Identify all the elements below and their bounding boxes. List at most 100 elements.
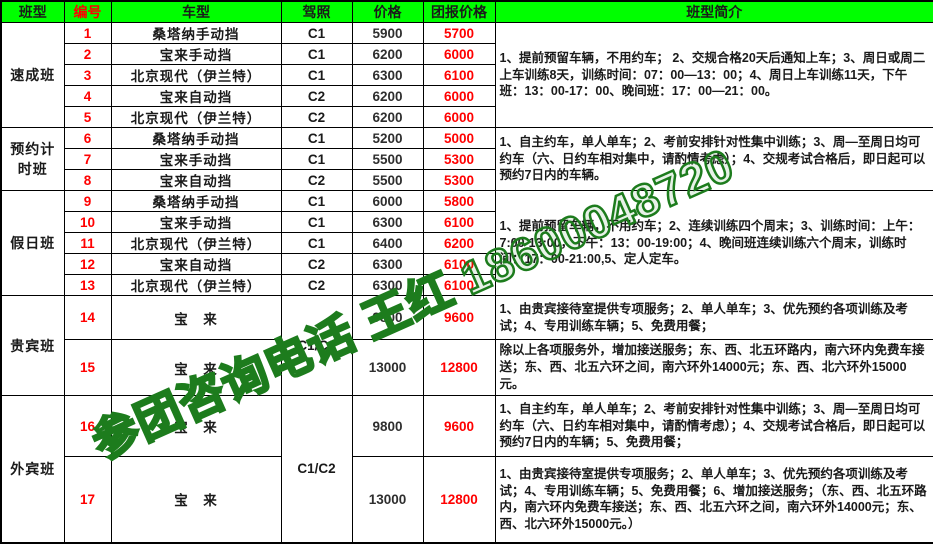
price-cell: 6300 [351,211,424,233]
section-label: 速成班 [0,22,65,128]
row-number-cell: 9 [63,190,112,212]
price-cell: 6200 [351,106,424,128]
price-cell: 6300 [351,274,424,296]
license-cell: C1/C2 [280,295,353,396]
row-number-cell: 11 [63,232,112,254]
row-number-cell: 3 [63,64,112,86]
table-row: 12 宝来自动挡 C2 6300 6100 [1,253,933,275]
price-cell: 13000 [351,456,424,543]
group-price-cell: 6000 [422,85,496,107]
header-group-price: 团报价格 [422,0,496,23]
license-cell: C2 [280,169,353,191]
table-row: 11 北京现代（伊兰特） C1 6400 6200 [1,232,933,254]
car-model-cell: 宝来手动挡 [110,148,282,170]
table-row: 7 宝来手动挡 C1 5500 5300 [1,148,933,170]
description-cell: 1、自主约车，单人单车；2、考前安排针对性集中训练；3、周—至周日均可约车（六、… [494,395,933,457]
car-model-cell: 桑塔纳手动挡 [110,22,282,44]
group-price-cell: 5000 [422,127,496,149]
header-license: 驾照 [280,0,353,23]
group-price-cell: 6200 [422,232,496,254]
row-number-cell: 17 [63,456,112,543]
license-cell: C1 [280,127,353,149]
table-row: 速成班 1 桑塔纳手动挡 C1 5900 5700 1、提前预留车辆，不用约车；… [0,22,933,128]
car-model-cell: 北京现代（伊兰特） [110,64,282,86]
table-row: 4 宝来自动挡 C2 6200 6000 [1,85,933,107]
price-cell: 6400 [351,232,424,254]
section-label: 预约计 时班 [0,127,65,191]
group-price-cell: 5800 [422,190,496,212]
row-number-cell: 15 [63,339,112,396]
price-cell: 5500 [351,169,424,191]
group-price-cell: 6100 [422,64,496,86]
license-cell: C1 [280,190,353,212]
license-cell: C2 [280,253,353,275]
license-cell: C1 [280,148,353,170]
description-cell: 1、提前预留车辆，不用约车；2、连续训练四个周末；3、训练时间：上午：7:00-… [494,190,933,296]
group-price-cell: 12800 [422,456,496,543]
row-number-cell: 6 [63,127,112,149]
car-model-cell: 宝 来 [110,339,282,396]
car-model-cell: 桑塔纳手动挡 [110,127,282,149]
section-label: 贵宾班 [0,295,65,396]
row-number-cell: 1 [63,22,112,44]
license-cell: C1/C2 [280,395,353,543]
row-number-cell: 10 [63,211,112,233]
row-number-cell: 2 [63,43,112,65]
header-number: 编号 [63,0,112,23]
description-cell: 1、由贵宾接待室提供专项服务；2、单人单车；3、优先预约各项训练及考试；4、专用… [494,456,933,543]
section-label: 假日班 [0,190,65,296]
group-price-cell: 9600 [422,295,496,340]
header-class-type: 班型 [0,0,65,23]
row-number-cell: 14 [63,295,112,340]
license-cell: C1 [280,211,353,233]
header-car-model: 车型 [110,0,282,23]
table-row: 外宾班 16 宝 来 C1/C2 9800 9600 1、自主约车，单人单车；2… [0,395,933,543]
price-cell: 6000 [351,190,424,212]
row-number-cell: 7 [63,148,112,170]
group-price-cell: 6100 [422,274,496,296]
license-cell: C2 [280,274,353,296]
car-model-cell: 宝 来 [110,395,282,457]
table-row: 贵宾班 14 宝 来 C1/C2 9800 9600 1、由贵宾接待室提供专项服… [0,295,933,396]
group-price-cell: 12800 [422,339,496,396]
car-model-cell: 北京现代（伊兰特） [110,232,282,254]
description-cell: 1、提前预留车辆，不用约车； 2、交规合格20天后通知上车；3、周日或周二上车训… [494,22,933,128]
header-description: 班型简介 [494,0,933,23]
license-cell: C2 [280,85,353,107]
description-cell: 除以上各项服务外，增加接送服务；东、西、北五环路内，南六环内免费车接送；东、西、… [494,339,933,396]
group-price-cell: 5300 [422,169,496,191]
row-number-cell: 16 [63,395,112,457]
car-model-cell: 北京现代（伊兰特） [110,106,282,128]
price-cell: 5500 [351,148,424,170]
license-cell: C2 [280,106,353,128]
car-model-cell: 北京现代（伊兰特） [110,274,282,296]
table-row: 17 宝 来 13000 12800 1、由贵宾接待室提供专项服务；2、单人单车… [1,456,933,543]
car-model-cell: 宝来自动挡 [110,169,282,191]
price-cell: 6200 [351,43,424,65]
group-price-cell: 6100 [422,253,496,275]
price-cell: 6200 [351,85,424,107]
car-model-cell: 宝 来 [110,456,282,543]
row-number-cell: 13 [63,274,112,296]
header-price: 价格 [351,0,424,23]
price-cell: 13000 [351,339,424,396]
car-model-cell: 宝来手动挡 [110,211,282,233]
price-cell: 5900 [351,22,424,44]
group-price-cell: 6100 [422,211,496,233]
license-cell: C1 [280,43,353,65]
row-number-cell: 8 [63,169,112,191]
car-model-cell: 宝来手动挡 [110,43,282,65]
table-row: 15 宝 来 13000 12800 除以上各项服务外，增加接送服务；东、西、北… [1,339,933,396]
description-cell: 1、由贵宾接待室提供专项服务；2、单人单车；3、优先预约各项训练及考试；4、专用… [494,295,933,340]
row-number-cell: 5 [63,106,112,128]
car-model-cell: 宝 来 [110,295,282,340]
row-number-cell: 12 [63,253,112,275]
header-row: 班型 编号 车型 驾照 价格 团报价格 班型简介 [0,0,933,23]
license-cell: C1 [280,22,353,44]
car-model-cell: 宝来自动挡 [110,253,282,275]
car-model-cell: 桑塔纳手动挡 [110,190,282,212]
price-cell: 6300 [351,253,424,275]
group-price-cell: 5700 [422,22,496,44]
table-row: 假日班 9 桑塔纳手动挡 C1 6000 5800 1、提前预留车辆，不用约车；… [0,190,933,296]
